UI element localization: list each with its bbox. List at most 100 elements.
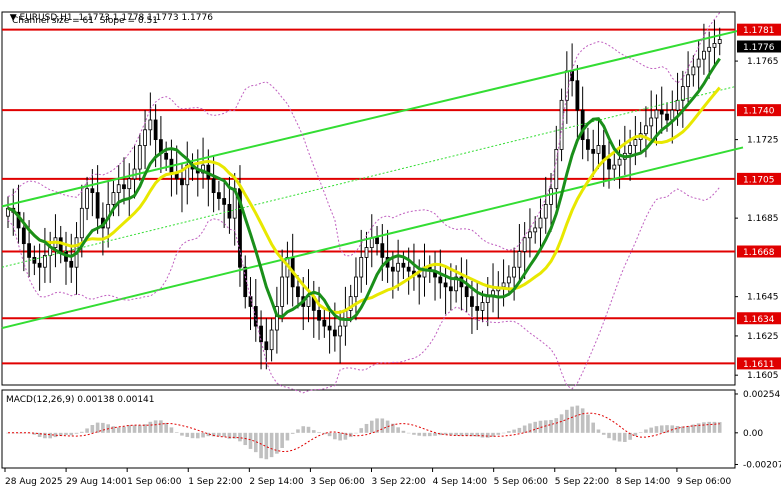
macd-histogram-bar [222,432,226,437]
candle-body [43,255,47,268]
indicators [1,12,744,394]
macd-histogram-bar [269,432,274,458]
level-label-bg [737,104,781,117]
macd-histogram-bar [438,432,443,436]
macd-histogram-bar [232,432,237,439]
macd-histogram-bar [512,429,516,433]
macd-histogram-bar [675,426,680,433]
macd-histogram-bar [612,432,617,441]
macd-histogram-bar [691,424,696,433]
level-label: 1.1781 [743,26,775,36]
candle-body [164,152,169,160]
macd-histogram-bar [533,421,538,433]
time-axis: 28 Aug 2025 29 Aug 14:00 1 Sep 06:00 1 Sep … [4,468,732,487]
macd-histogram-bar [95,422,100,433]
level-label: 1.1634 [743,315,775,325]
candle-body [649,117,654,127]
macd-histogram-bar [528,423,532,433]
macd-histogram-bar [296,429,300,433]
candle-body [327,325,332,331]
candle-body [691,66,696,76]
macd-histogram-bar [259,432,263,459]
macd-histogram-bar [427,432,432,437]
candle-body [654,109,659,119]
candle-body [37,262,42,268]
candle-body [280,276,285,307]
candle-body [79,207,84,239]
level-label-bg [737,357,781,370]
macd-histogram-bar [185,432,190,437]
level-label: 1.1740 [743,107,775,117]
candle-body [32,256,37,264]
macd-histogram-bar [190,432,195,439]
chart-header: ▼ EURUSD,H1 1.1773 1.1778 1.1773 1.1776 [4,3,213,23]
candle-body [554,149,559,190]
time-tick-label: 5 Sep 06:00 [494,477,549,487]
macd-histogram-bar [686,425,690,433]
time-tick-label: 2 Sep 14:00 [249,477,304,487]
macd-histogram-bar [417,432,422,436]
macd-histogram-bar [275,432,279,454]
macd-histogram-bar [522,425,527,433]
candle-body [712,43,717,48]
candle-body [559,99,564,150]
macd-histogram-bar [327,432,332,437]
candle-body [575,80,580,111]
channel-middle-line [1,86,736,268]
time-tick-label: 3 Sep 06:00 [310,477,365,487]
macd-histogram-bar [712,421,717,433]
macd-histogram-bar [549,419,553,433]
macd-histogram-bar [565,409,569,433]
candle-body [238,188,242,268]
price-axis: 1.1765 1.1725 1.1685 1.1645 1.1625 1.1605 1.17… [735,23,781,381]
candle-body [380,243,385,258]
price-tick-label: 1.1685 [747,214,779,224]
candle-body [27,243,31,258]
price-tick-label: 1.1725 [747,136,779,146]
macd-histogram-bar [37,432,42,437]
macd-histogram-bar [396,427,400,433]
candle-body [354,276,358,298]
macd-histogram-bar [496,432,501,435]
price-tick-label: 1.1605 [747,371,779,381]
macd-histogram-bar [322,432,327,435]
candle-body [253,306,258,327]
candle-body [501,282,506,288]
macd-panel: MACD(12,26,9) 0.00138 0.00141 0.00254 0.00… [6,390,781,471]
macd-histogram-bar [285,432,290,441]
price-tick-label: 1.1765 [747,57,779,67]
macd-histogram-bar [707,421,711,433]
level-label: 1.1611 [743,360,775,370]
candle-body [448,286,453,292]
price-tick-label: 1.1645 [747,293,779,303]
candle-body [264,341,269,351]
macd-histogram-bar [116,427,121,433]
candle-body [85,188,89,209]
macd-histogram-bar [264,432,269,460]
macd-histogram-bar [470,432,474,437]
candle-body [274,306,279,331]
candle-body [680,86,685,101]
macd-histogram-bar [132,425,137,433]
candle-body [707,46,712,52]
candle-body [143,129,147,146]
time-tick-label: 5 Sep 22:00 [555,477,610,487]
macd-histogram-bar [206,432,211,437]
candle-body [470,296,474,307]
macd-histogram-bar [380,418,385,433]
macd-histogram-bar [195,432,200,439]
macd-histogram-bar [359,428,364,433]
candle-body [127,178,132,190]
candle-body [222,198,227,205]
candle-body [21,227,26,245]
current-price-label: 1.1776 [743,43,775,53]
macd-histogram-bar [159,420,163,433]
macd-histogram-bar [702,422,706,433]
candle-body [686,74,690,87]
candle-body [375,237,379,245]
macd-tick-label: 0.00 [743,429,763,439]
candle-body [675,99,680,111]
candle-body [69,260,74,268]
macd-histogram-bar [153,420,158,433]
macd-tick-label: -0.00207 [743,460,781,470]
